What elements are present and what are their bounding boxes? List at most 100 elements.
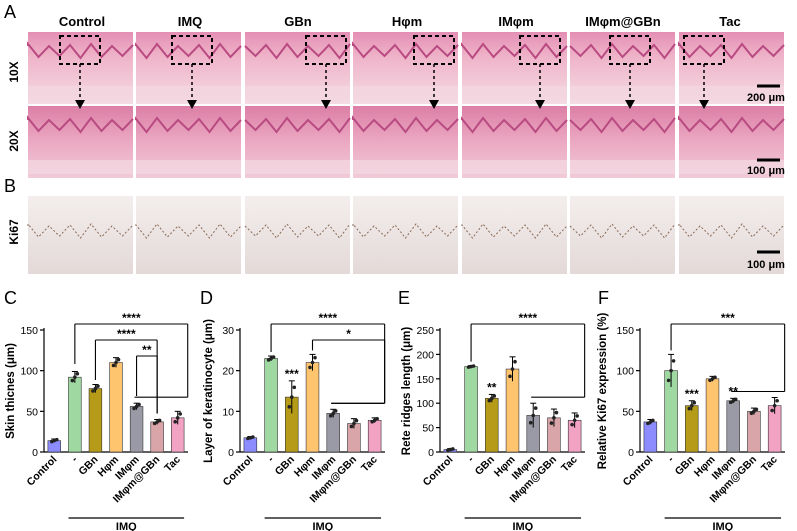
group-header-tac: Tac bbox=[719, 14, 740, 29]
chart-point bbox=[533, 406, 538, 410]
chart-bracket-label-0: **** bbox=[122, 311, 141, 325]
chart-point bbox=[669, 368, 673, 373]
chart-point bbox=[510, 367, 515, 371]
chart-bar-5 bbox=[150, 421, 164, 453]
chart-ytick-label: 10 bbox=[222, 406, 234, 418]
chart-point bbox=[471, 364, 476, 368]
chart-bar-3 bbox=[109, 362, 123, 453]
chart-ylabel: Relative Ki67 expression (%) bbox=[597, 313, 609, 470]
chart-bar-1 bbox=[464, 366, 478, 453]
scale-bar-label-row3: 100 μm bbox=[747, 259, 785, 271]
chart-point bbox=[287, 405, 292, 409]
chart-category-label-0: Control bbox=[421, 454, 456, 489]
tile-ki67-epidermis-0 bbox=[27, 222, 134, 239]
tile-10x-dermis-6 bbox=[679, 86, 784, 100]
chart-point bbox=[251, 435, 255, 439]
tile-20x-dermis-6 bbox=[679, 160, 784, 174]
zoom-arrow-head-2 bbox=[321, 100, 331, 109]
chart-bar-6 bbox=[367, 419, 382, 453]
chart-point bbox=[313, 355, 317, 360]
chart-ytick-label: 50 bbox=[422, 423, 434, 435]
row-label-20x: 20X bbox=[7, 130, 21, 151]
chart-point bbox=[354, 418, 359, 423]
tile-20x-epidermis-6 bbox=[678, 115, 785, 134]
chart-bar-4 bbox=[129, 406, 144, 453]
chart-ytick-label: 150 bbox=[616, 325, 634, 337]
zoom-arrow-head-4 bbox=[535, 100, 545, 109]
chart-bar-2 bbox=[485, 398, 499, 453]
tile-20x-dermis-1 bbox=[136, 160, 241, 174]
chart-point bbox=[528, 420, 533, 425]
chart-point bbox=[549, 421, 554, 425]
chart-bar-3 bbox=[705, 378, 720, 453]
tile-10x-epidermis-3 bbox=[352, 41, 459, 60]
chart-point bbox=[575, 414, 579, 418]
chart-point bbox=[96, 384, 100, 388]
chart-point bbox=[508, 374, 512, 379]
chart-point bbox=[292, 385, 297, 390]
chart-point bbox=[552, 416, 556, 420]
chart-panel-d: D Layer of keratinocyte (μm) 0 10 20 30 Contro… bbox=[200, 288, 386, 531]
tile-10x-epidermis-2 bbox=[244, 42, 351, 60]
chart-bar-0 bbox=[243, 437, 258, 453]
chart-group-label: IMQ bbox=[116, 521, 137, 531]
chart-point bbox=[328, 414, 333, 418]
chart-point bbox=[175, 416, 180, 420]
chart-ylabel: Layer of keratinocyte (μm) bbox=[203, 319, 215, 463]
chart-category-label-0: Control bbox=[221, 454, 256, 489]
chart-category-label-6: Tac bbox=[759, 454, 780, 475]
tile-20x-dermis-2 bbox=[245, 160, 350, 174]
tile-ki67-1 bbox=[136, 196, 241, 274]
tile-20x-epidermis-1 bbox=[135, 116, 242, 134]
chart-point bbox=[772, 403, 777, 408]
tile-ki67-epidermis-4 bbox=[461, 223, 568, 239]
chart-category-label-6: Tac bbox=[559, 454, 580, 475]
group-header-control: Control bbox=[59, 14, 105, 29]
tile-10x-dermis-0 bbox=[28, 86, 133, 100]
chart-ytick-label: 50 bbox=[26, 406, 38, 418]
chart-ytick-label: 50 bbox=[622, 406, 634, 418]
tile-ki67-epidermis-2 bbox=[244, 223, 351, 239]
tile-10x-dermis-1 bbox=[136, 86, 241, 100]
tile-20x-dermis-3 bbox=[353, 160, 458, 174]
chart-bar-2 bbox=[88, 388, 103, 453]
chart-point bbox=[114, 360, 118, 365]
zoom-arrow-head-3 bbox=[429, 100, 439, 109]
group-header-imphim-gbn: IMφm@GBn bbox=[585, 14, 660, 29]
chart-bar-4 bbox=[326, 413, 340, 453]
chart-group-label: IMQ bbox=[712, 521, 733, 531]
chart-point bbox=[289, 395, 294, 399]
chart-ylabel: Skin thicnes (μm) bbox=[5, 343, 17, 439]
chart-ytick-label: 0 bbox=[228, 447, 234, 459]
chart-panel-e: E Rete ridges length (μm) 0 50 100 150 200 250 C… bbox=[398, 288, 586, 531]
chart-bracket-label-2: ** bbox=[142, 343, 152, 357]
tile-ki67-0 bbox=[28, 196, 133, 274]
chart-point bbox=[671, 359, 676, 363]
scale-bar-row3: 100 μm bbox=[747, 250, 785, 271]
chart-point bbox=[770, 408, 774, 413]
chart-panel-letter: D bbox=[200, 288, 213, 308]
tile-ki67-epidermis-3 bbox=[352, 222, 459, 239]
zoom-arrow-head-6 bbox=[699, 100, 709, 109]
tile-10x-dermis-3 bbox=[353, 86, 458, 100]
scale-bar-label-row2: 100 μm bbox=[747, 165, 785, 177]
tile-20x-epidermis-4 bbox=[461, 116, 568, 134]
tile-20x-dermis-0 bbox=[28, 160, 133, 174]
chart-point bbox=[572, 418, 577, 423]
chart-bracket-label-1: * bbox=[346, 327, 351, 341]
chart-panel-letter: C bbox=[4, 288, 17, 308]
chart-ytick-label: 0 bbox=[628, 447, 634, 459]
chart-ytick-label: 250 bbox=[416, 325, 434, 337]
chart-ytick-label: 200 bbox=[416, 349, 434, 361]
tile-ki67-epidermis-1 bbox=[135, 223, 242, 239]
tile-10x-epidermis-0 bbox=[27, 41, 134, 60]
chart-point bbox=[687, 406, 692, 411]
tile-ki67-epidermis-6 bbox=[678, 222, 785, 239]
chart-point bbox=[91, 389, 95, 393]
chart-point bbox=[692, 400, 697, 405]
tile-ki67-epidermis-5 bbox=[569, 223, 676, 239]
chart-point bbox=[451, 447, 455, 451]
chart-ytick-label: 100 bbox=[416, 398, 434, 410]
chart-panel-letter: E bbox=[398, 288, 410, 308]
